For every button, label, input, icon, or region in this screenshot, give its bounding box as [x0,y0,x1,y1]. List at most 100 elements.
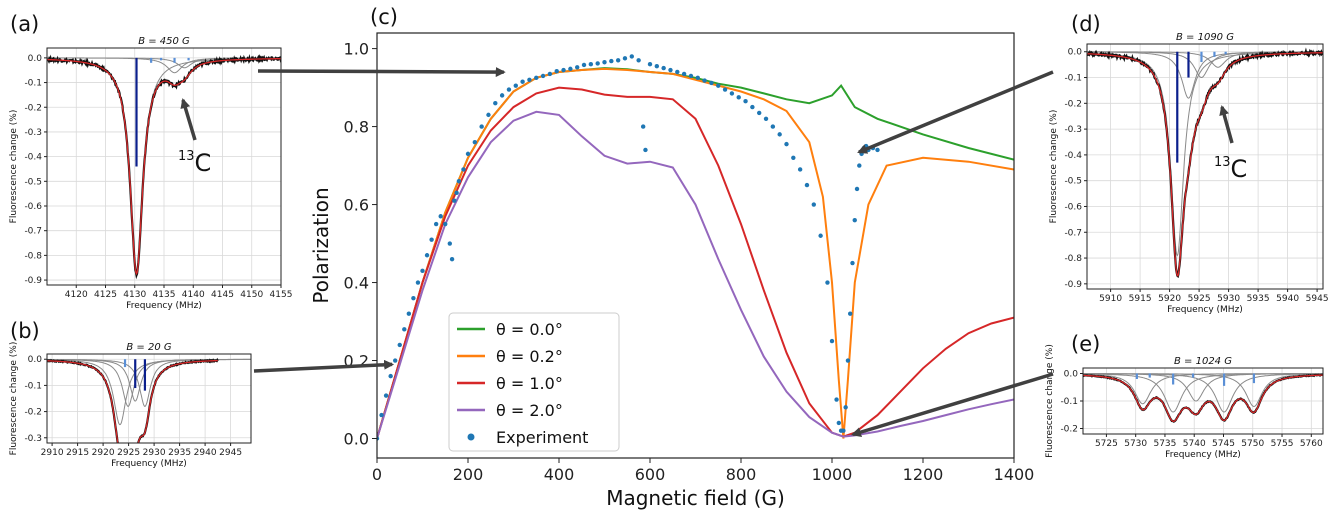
x-tick-label: 200 [453,465,484,484]
data-point [547,71,553,77]
x-tick-label: 800 [726,465,757,484]
plot-area-d [1087,47,1323,279]
panel-letter: (c) [370,5,398,29]
plot-area-a [47,54,281,280]
data-point [829,338,835,344]
y-axis-label: Fluorescence change (%) [9,342,19,456]
data-point [588,61,594,67]
data-point [447,241,452,246]
data-point [452,198,457,203]
data-point [465,151,471,157]
data-point [429,237,434,242]
data-point [743,99,748,104]
y-tick-label: -0.4 [1064,151,1082,161]
y-tick-label: -0.9 [1064,280,1082,290]
x-tick-label: 2940 [194,448,217,458]
y-tick-label: -0.6 [24,202,42,212]
y-axis-label: Fluorescence change (%) [1045,344,1055,458]
isotope-pointer-arrow [180,98,197,141]
y-tick-label: -0.1 [1064,74,1082,84]
data-point [456,178,462,184]
data-point [654,63,660,69]
data-point [493,100,498,106]
data-point [736,95,741,100]
arrow-d-to-c [857,70,1054,154]
axes-frame [1086,43,1324,290]
data-point [534,75,539,81]
y-tick-label: 0.0 [28,54,43,64]
data-point [609,58,614,64]
component-curve [1083,373,1323,408]
data-point [461,167,466,172]
data-point [841,428,846,433]
data-point [622,56,628,61]
data-point [845,358,851,363]
data-point [643,147,648,153]
legend: θ = 0.0° θ = 0.2° θ = 1.0° θ = 2.0° Experime… [448,312,620,452]
x-tick-label: 2945 [219,448,242,458]
x-tick-label: 5730 [1124,439,1147,449]
legend-box [448,312,620,452]
isotope-symbol: C [195,149,212,177]
panels-layer: 0 200 400 600 800 1000 1200 14000.00.20.40.60.8… [9,5,1329,510]
x-tick-label: 4145 [211,290,234,300]
data-point [811,202,816,207]
y-tick-label: -0.2 [24,103,42,113]
data-point [520,79,525,84]
panel-title: B = 1090 G [1176,32,1234,43]
y-tick-label: -0.2 [1060,425,1078,435]
x-tick-label: 2925 [117,448,140,458]
x-tick-label: 5745 [1212,439,1235,449]
y-axis-label: Fluorescence change (%) [9,110,19,224]
x-tick-label: 1400 [994,465,1035,484]
x-tick-label: 4120 [65,290,88,300]
x-tick-label: 2915 [66,448,89,458]
data-point [415,280,421,285]
data-point [540,73,546,79]
data-point [499,93,505,98]
data-point [797,167,803,172]
x-tick-label: 5735 [1153,439,1176,449]
y-axis-label: Polarization [309,187,333,303]
x-tick-label: 2935 [168,448,191,458]
panel-title: B = 20 G [126,342,172,353]
x-tick-label: 2920 [92,448,115,458]
fit-curve [47,359,218,443]
data-point [848,311,853,316]
data-point [397,342,402,348]
y-tick-label: -0.9 [24,276,42,286]
y-tick-label: -0.2 [1064,99,1082,109]
data-point [527,77,532,82]
data-point [411,295,416,301]
plot-area-e [1083,373,1323,423]
data-point [479,124,484,129]
data-point [420,268,425,274]
panel-a: 4120 4125 4130 4135 4140 4145 4150 4155 0.0 -0.1 -… [9,12,292,311]
y-tick-label: -0.1 [24,381,42,391]
series-line-2 [377,86,1014,439]
panel-letter: (b) [10,319,40,343]
x-tick-label: 4125 [94,290,117,300]
data-point [875,147,880,153]
y-tick-label: -0.2 [24,408,42,418]
data-point [602,60,607,65]
data-point [454,190,459,196]
series-experiment-points [377,54,880,441]
x-tick-label: 400 [544,465,575,484]
data-point [757,110,762,116]
y-tick-label: 0.8 [344,118,369,137]
data-point [506,87,512,92]
panel-d: 5910 5915 5920 5925 5930 5935 5940 5945 0.0 -0.1 -… [1049,12,1329,315]
legend-marker [467,433,475,441]
y-tick-label: 0.0 [1064,370,1079,380]
fit-curve [1083,374,1323,423]
data-point [688,73,694,79]
data-point [472,139,478,145]
data-point [709,80,714,86]
data-point [836,420,842,426]
fit-curve [1087,52,1323,277]
x-axis-label: Frequency (MHz) [111,459,187,469]
data-point [722,87,728,92]
data-point [825,280,830,285]
legend-label: θ = 0.0° [496,320,563,339]
